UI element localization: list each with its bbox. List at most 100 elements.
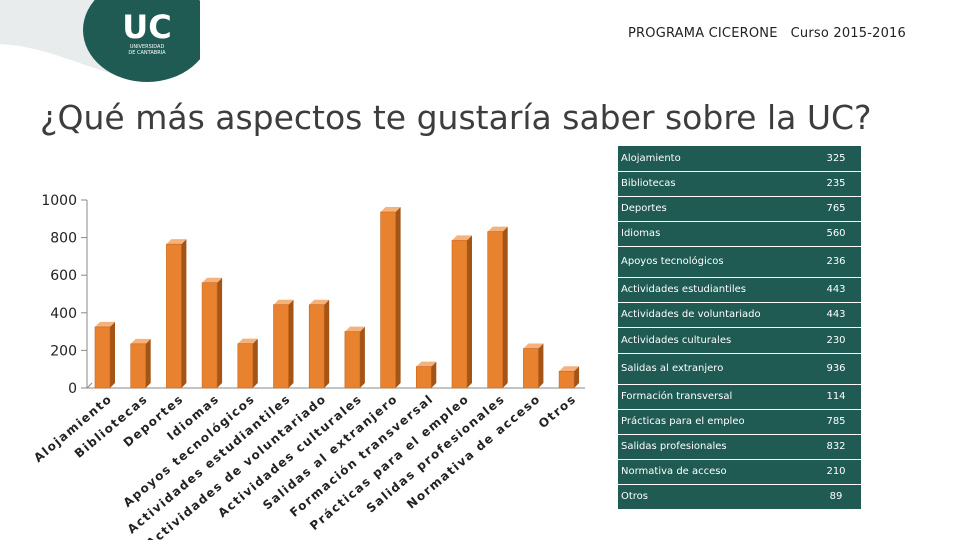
logo-subtitle-2: DE CANTABRIA [128, 50, 166, 56]
uc-logo-shape: UC UNIVERSIDAD DE CANTABRIA [0, 0, 211, 82]
table-row: Idiomas 560 [618, 221, 861, 247]
bar-side [538, 343, 544, 388]
table-row-value: 210 [811, 459, 861, 485]
bar-side [324, 299, 330, 388]
table-row-value: 236 [811, 246, 861, 278]
y-tick-label: 0 [68, 381, 77, 397]
bar-chart: 02004006008001000AlojamientoBibliotecasD… [31, 193, 586, 540]
table-row-label: Alojamiento [618, 146, 811, 172]
table-row: Actividades de voluntariado 443 [618, 302, 861, 328]
table-row: Alojamiento 325 [618, 146, 861, 172]
table-row-label: Formación transversal [618, 384, 811, 410]
logo-subtitle-1: UNIVERSIDAD [130, 44, 165, 50]
bar-side [252, 338, 258, 388]
y-tick-label: 800 [50, 231, 77, 247]
bar [523, 348, 539, 389]
bar-side [145, 338, 151, 388]
bar [201, 282, 218, 389]
bar [130, 343, 146, 389]
bar [94, 326, 111, 389]
logo-badge [83, 0, 211, 82]
bar-side [395, 207, 401, 388]
bar-side [574, 366, 580, 388]
table-row-value: 443 [811, 277, 861, 303]
bar [166, 243, 182, 389]
table-row: Actividades culturales 230 [618, 327, 861, 354]
bar [415, 366, 432, 389]
bar [451, 240, 468, 389]
bar-top [452, 235, 472, 241]
table-row-value: 765 [811, 196, 861, 222]
bar-side [359, 326, 365, 388]
bar-top [130, 338, 151, 344]
logo-text: UC [122, 8, 171, 46]
bar-side [431, 361, 437, 388]
bar-top [344, 326, 365, 332]
program-header: PROGRAMA CICERONE Curso 2015-2016 [628, 26, 906, 41]
table-row: Prácticas para el empleo 785 [618, 409, 861, 435]
bar [487, 231, 504, 389]
table-row: Bibliotecas 235 [618, 171, 861, 197]
bar-top [166, 239, 187, 245]
table-row: Salidas profesionales 832 [618, 434, 861, 460]
table-row: Otros 89 [618, 484, 861, 510]
bar-side [502, 226, 508, 388]
table-row-value: 785 [811, 409, 861, 435]
table-row: Normativa de acceso 210 [618, 459, 861, 485]
bar-side [467, 235, 472, 388]
program-name: PROGRAMA CICERONE [628, 26, 778, 41]
table-row-value: 936 [811, 353, 861, 385]
table-row-value: 443 [811, 302, 861, 328]
table-row-value: 230 [811, 327, 861, 354]
table-row-label: Salidas al extranjero [618, 353, 811, 385]
uc-logo: UC UNIVERSIDAD DE CANTABRIA [0, 0, 211, 82]
page-title: ¿Qué más aspectos te gustaría saber sobr… [40, 98, 872, 137]
table-row-label: Actividades culturales [618, 327, 811, 354]
bar-top [95, 321, 115, 327]
table-row-label: Bibliotecas [618, 171, 811, 197]
table-row-value: 325 [811, 146, 861, 172]
table-row: Actividades estudiantiles 443 [618, 277, 861, 303]
y-tick-label: 400 [50, 306, 77, 322]
course-label: Curso 2015-2016 [790, 26, 907, 41]
y-tick-label: 600 [50, 268, 77, 284]
bar-top [416, 361, 437, 367]
table-row: Salidas al extranjero 936 [618, 353, 861, 385]
y-tick-label: 1000 [41, 193, 77, 209]
bar [308, 304, 325, 389]
table-row-label: Prácticas para el empleo [618, 409, 811, 435]
bar-top [559, 366, 580, 372]
table-row-label: Normativa de acceso [618, 459, 811, 485]
bar-top [487, 226, 508, 232]
bar-top [380, 207, 401, 213]
bar-top [523, 343, 544, 349]
table-row-value: 832 [811, 434, 861, 460]
table-row-label: Actividades estudiantiles [618, 277, 811, 303]
bar [344, 331, 361, 389]
table-row-value: 235 [811, 171, 861, 197]
table-row: Apoyos tecnológicos 236 [618, 246, 861, 278]
table-row-value: 89 [811, 484, 861, 510]
y-tick-label: 200 [50, 343, 77, 359]
table-row-label: Apoyos tecnológicos [618, 246, 811, 278]
x-axis-depth-line [86, 382, 93, 389]
bar-top [309, 299, 330, 305]
bar-top [237, 338, 258, 344]
x-category-label: Otros [536, 392, 579, 431]
bar-top [202, 277, 223, 283]
table-row-value: 560 [811, 221, 861, 247]
table-row-label: Deportes [618, 196, 811, 222]
bar-side [288, 299, 294, 388]
table-row-value: 114 [811, 384, 861, 410]
table-row: Deportes 765 [618, 196, 861, 222]
table-row-label: Salidas profesionales [618, 434, 811, 460]
bar [237, 343, 254, 389]
bar-side [217, 277, 223, 388]
bar-top [273, 299, 294, 305]
bar [380, 211, 396, 389]
bar-side [110, 321, 115, 388]
table-row: Formación transversal 114 [618, 384, 861, 410]
bar-side [181, 239, 187, 388]
table-row-label: Actividades de voluntariado [618, 302, 811, 328]
bar [273, 304, 289, 389]
